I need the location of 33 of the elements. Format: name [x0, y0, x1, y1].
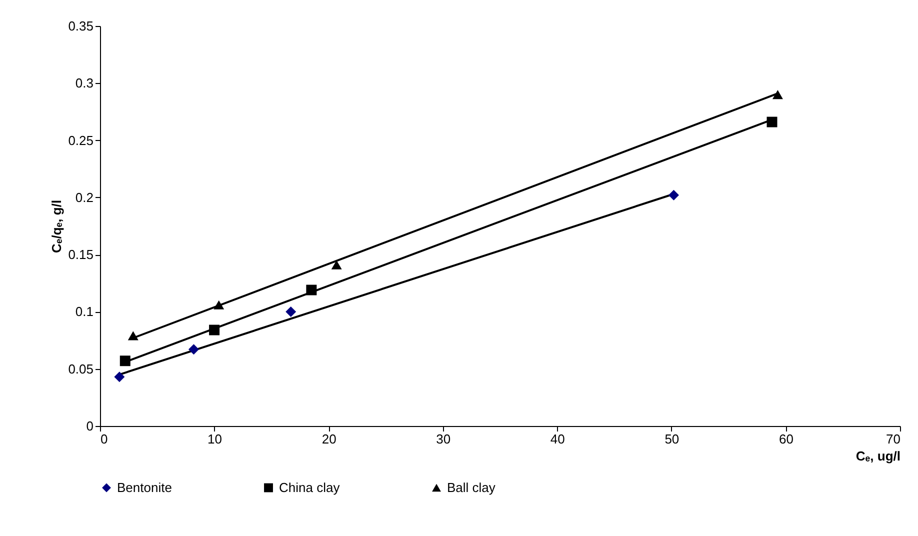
point — [114, 372, 125, 382]
x-tick-label: 50 — [664, 432, 680, 446]
x-tick-label: 70 — [886, 432, 900, 446]
point — [772, 90, 783, 100]
y-axis-title: Cₑ/qₑ, g/l — [49, 200, 64, 254]
x-tick-label: 20 — [322, 432, 336, 446]
y-tick-label: 0.05 — [68, 361, 94, 376]
x-tick-label: 0 — [100, 432, 108, 446]
point — [766, 116, 778, 128]
x-tick-label: 40 — [550, 432, 565, 446]
x-tick-label: 60 — [778, 432, 794, 446]
legend-label: Bentonite — [117, 480, 172, 495]
y-tick-label: 0.3 — [75, 76, 94, 91]
x-tick-label: 30 — [436, 432, 451, 446]
x-axis-title: Cₑ, ug/l — [856, 448, 900, 464]
legend-label: Ball clay — [447, 480, 496, 495]
point — [331, 260, 342, 270]
point — [128, 331, 138, 340]
point — [668, 190, 679, 200]
point — [120, 356, 130, 366]
point — [214, 300, 224, 310]
point — [209, 324, 220, 336]
legend-label: China clay — [279, 480, 340, 495]
y-tick-label: 0.25 — [68, 132, 94, 148]
y-tick-label: 0.2 — [75, 190, 94, 205]
point — [188, 344, 199, 355]
point — [306, 284, 317, 296]
x-tick-label: 10 — [208, 432, 222, 446]
y-tick-label: 0.1 — [75, 304, 94, 320]
y-tick-label: 0.35 — [68, 18, 94, 34]
y-tick-label: 0.15 — [68, 247, 94, 262]
y-tick-label: 0 — [86, 418, 94, 434]
point — [286, 306, 296, 317]
